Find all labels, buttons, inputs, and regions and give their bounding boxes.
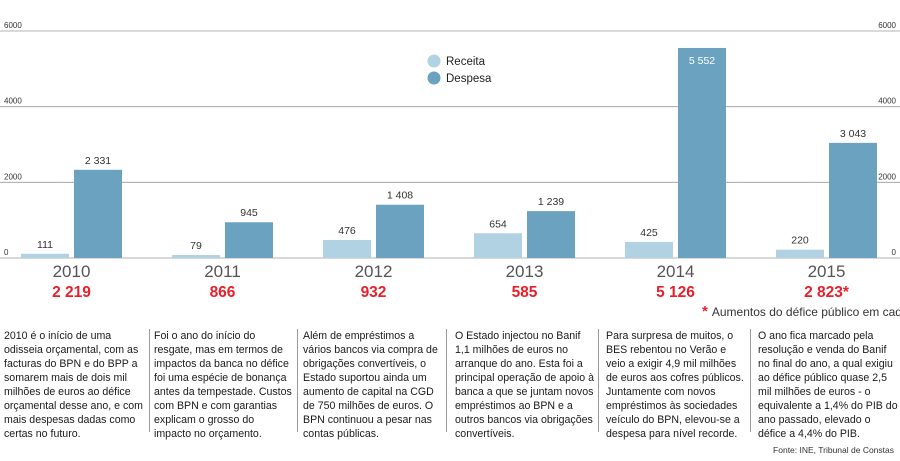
bar-despesa-2010: [74, 169, 122, 258]
y-tick-label-left: 6000: [4, 21, 22, 30]
column-divider: [149, 329, 150, 432]
bar-receita-2015: [776, 249, 824, 258]
value-label-receita-2013: 654: [489, 218, 507, 230]
bar-despesa-2015: [829, 142, 877, 258]
bar-receita-2011: [172, 255, 220, 258]
value-label-despesa-2013: 1 239: [538, 196, 564, 208]
bar-despesa-2011: [225, 222, 273, 258]
deficit-label-2010: 2 219: [52, 284, 91, 301]
value-label-receita-2011: 79: [190, 240, 202, 252]
value-label-despesa-2011: 945: [240, 207, 258, 219]
column-divider: [446, 329, 447, 432]
y-tick-label-right: 4000: [878, 97, 896, 106]
legend-label-receita: Receita: [446, 56, 486, 68]
x-tick-label-2010: 2010: [53, 262, 91, 281]
description-2015: O ano fica marcado pela resolução e vend…: [758, 330, 898, 440]
deficit-label-2015: 2 823*: [804, 284, 850, 301]
value-label-despesa-2012: 1 408: [387, 190, 413, 202]
grid-lines: [0, 30, 900, 259]
y-tick-label-right: 0: [892, 248, 897, 257]
bar-receita-2014: [625, 241, 673, 258]
x-tick-label-2011: 2011: [204, 262, 241, 281]
legend-marker-receita: [427, 54, 441, 68]
description-2014: Para surpresa de muitos, o BES rebentou …: [606, 330, 744, 440]
value-label-despesa-2015: 3 043: [840, 128, 866, 140]
description-2011: Foi o ano do início do resgate, mas em t…: [154, 330, 292, 440]
year-descriptions: 2010 é o início de uma odisseia orçament…: [0, 329, 900, 440]
value-labels: 111 2 331 79 945 476 1 408 654 1 239 425 5 552 220…: [37, 55, 866, 252]
note-text: Aumentos do défice público em cada ano: [711, 305, 900, 319]
value-label-receita-2010: 111: [37, 239, 53, 251]
value-label-despesa-2014: 5 552: [689, 55, 715, 67]
bar-despesa-2014: [678, 47, 726, 258]
x-tick-label-2015: 2015: [808, 262, 846, 281]
bar-despesa-2012: [376, 204, 424, 258]
x-tick-label-2013: 2013: [506, 262, 544, 281]
value-label-despesa-2010: 2 331: [85, 155, 111, 167]
y-tick-label-right: 6000: [878, 21, 896, 30]
bars: [21, 47, 877, 258]
deficit-label-2012: 932: [361, 284, 387, 301]
value-label-receita-2014: 425: [640, 227, 658, 239]
deficit-label-2014: 5 126: [656, 284, 695, 301]
x-tick-label-2014: 2014: [657, 262, 695, 281]
y-tick-label-left: 0: [4, 248, 9, 257]
legend-marker-despesa: [427, 71, 441, 85]
bar-receita-2010: [21, 253, 69, 258]
y-tick-label-right: 2000: [878, 172, 896, 181]
value-label-receita-2012: 476: [338, 225, 356, 237]
legend-label-despesa: Despesa: [446, 73, 492, 85]
column-divider: [750, 329, 751, 432]
category-labels: 2010 2 219 2011 866 2012 932 2013 585 2014 5 126 2…: [52, 262, 850, 301]
legend: Receita Despesa: [427, 54, 492, 85]
y-axis-ticks: 0 0 2000 2000 4000 4000 6000 6000: [4, 21, 897, 257]
bar-despesa-2013: [527, 211, 575, 258]
deficit-note: *Aumentos do défice público em cada ano: [702, 303, 900, 320]
value-label-receita-2015: 220: [791, 235, 809, 247]
note-star: *: [702, 303, 708, 320]
bar-receita-2013: [474, 233, 522, 258]
deficit-label-2013: 585: [512, 284, 538, 301]
x-tick-label-2012: 2012: [355, 262, 393, 281]
bar-receita-2012: [323, 239, 371, 258]
description-2012: Além de empréstimos a vários bancos via …: [303, 330, 438, 440]
column-divider: [598, 329, 599, 432]
y-tick-label-left: 2000: [4, 172, 22, 181]
y-tick-label-left: 4000: [4, 97, 22, 106]
source-credit: Fonte: INE, Tribunal de Constas: [773, 445, 894, 455]
column-divider: [297, 329, 298, 432]
deficit-label-2011: 866: [210, 284, 236, 301]
description-2013: O Estado injectou no Banif 1,1 milhões d…: [455, 330, 594, 440]
description-2010: 2010 é o início de uma odisseia orçament…: [4, 330, 143, 440]
bar-chart: 0 0 2000 2000 4000 4000 6000 6000 111 2 331 79 945…: [0, 21, 900, 301]
